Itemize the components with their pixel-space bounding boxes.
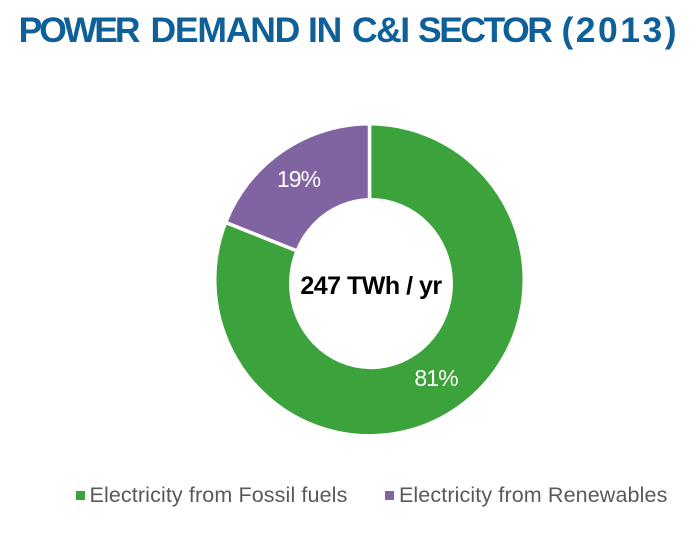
svg-text:19%: 19%: [277, 166, 321, 192]
svg-text:247 TWh / yr: 247 TWh / yr: [300, 272, 442, 300]
svg-text:81%: 81%: [414, 365, 458, 391]
